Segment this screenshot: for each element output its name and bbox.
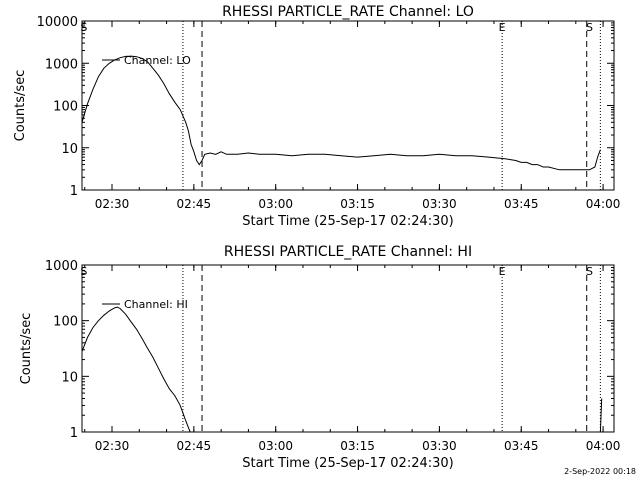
x-axis-label: Start Time (25-Sep-17 02:24:30)	[242, 456, 453, 471]
x-tick-label: 04:00	[586, 439, 621, 453]
plot-frame	[81, 264, 615, 433]
x-tick-label: 03:30	[422, 197, 457, 211]
x-tick-label: 03:15	[340, 197, 375, 211]
legend-entry: Channel: LO	[124, 54, 191, 67]
footer-timestamp: 2-Sep-2022 00:18	[564, 467, 636, 476]
x-tick-label: 03:00	[258, 197, 293, 211]
y-tick-label: 1	[70, 184, 78, 199]
panel-hi: RHESSI PARTICLE_RATE Channel: HI 02:30 02:…	[19, 244, 620, 471]
x-tick-label: 04:00	[586, 197, 621, 211]
series-line	[81, 55, 601, 171]
series-line	[81, 306, 191, 433]
x-tick-label: 02:45	[177, 197, 212, 211]
x-tick-label: 03:15	[340, 439, 375, 453]
event-marker-label: S	[586, 21, 593, 34]
event-marker-label: E	[499, 265, 506, 278]
y-tick-label: 1000	[45, 259, 78, 274]
event-marker-label: S	[586, 265, 593, 278]
chart-title: RHESSI PARTICLE_RATE Channel: HI	[224, 244, 472, 260]
y-axis-label: Counts/sec	[19, 313, 34, 385]
event-marker-label: S	[80, 265, 87, 278]
x-axis-label: Start Time (25-Sep-17 02:24:30)	[242, 214, 453, 229]
y-tick-label: 10	[61, 370, 78, 385]
x-tick-label: 03:45	[504, 197, 539, 211]
event-marker-label: S	[80, 21, 87, 34]
series-line	[599, 398, 603, 433]
legend-entry: Channel: HI	[124, 298, 188, 311]
y-tick-label: 100	[53, 100, 78, 115]
x-tick-label: 02:30	[95, 197, 130, 211]
y-tick-label: 10000	[37, 15, 78, 30]
y-tick-label: 1	[70, 426, 78, 441]
x-tick-label: 02:30	[95, 439, 130, 453]
y-tick-label: 1000	[45, 57, 78, 72]
y-axis-label: Counts/sec	[13, 70, 28, 142]
x-tick-label: 03:00	[258, 439, 293, 453]
x-tick-label: 02:45	[177, 439, 212, 453]
y-tick-label: 100	[53, 315, 78, 330]
panel-lo: RHESSI PARTICLE_RATE Channel: LO 02:30 02:…	[13, 4, 620, 229]
event-marker-label: E	[499, 21, 506, 34]
x-tick-label: 03:45	[504, 439, 539, 453]
y-tick-label: 10	[61, 142, 78, 157]
chart-title: RHESSI PARTICLE_RATE Channel: LO	[222, 4, 474, 20]
x-tick-label: 03:30	[422, 439, 457, 453]
